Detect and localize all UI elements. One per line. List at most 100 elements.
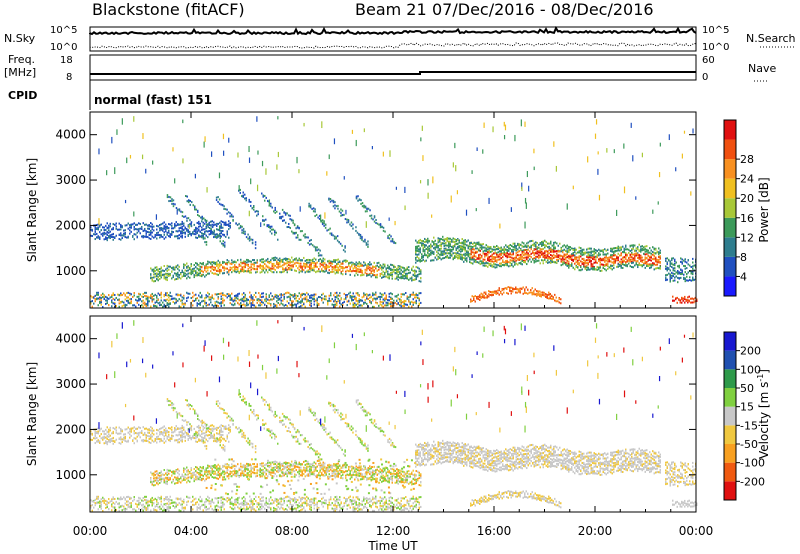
power-cell: [509, 264, 511, 267]
power-cell: [554, 246, 556, 249]
power-cell: [139, 227, 141, 230]
power-cell: [499, 262, 501, 265]
power-cell: [133, 211, 135, 217]
power-cell: [121, 234, 123, 237]
power-cell: [547, 250, 549, 253]
power-cell: [550, 248, 552, 251]
power-cell: [345, 260, 347, 263]
power-cell: [310, 265, 312, 268]
power-cell: [684, 278, 686, 281]
power-cell: [620, 252, 622, 255]
power-cell: [184, 264, 186, 267]
power-cell: [430, 244, 432, 247]
power-cell: [240, 304, 242, 307]
power-cell: [96, 291, 98, 294]
power-cell: [187, 225, 189, 228]
power-cell: [665, 259, 667, 262]
power-cell: [108, 303, 110, 306]
power-cell: [415, 253, 417, 256]
power-cell: [337, 263, 339, 266]
power-cell: [550, 257, 552, 260]
power-cell: [244, 304, 246, 307]
power-cell: [330, 294, 332, 297]
velocity-cell: [156, 498, 158, 501]
velocity-cell: [151, 504, 153, 507]
power-cell: [659, 255, 661, 258]
power-cell: [520, 247, 522, 250]
power-cell: [223, 304, 225, 307]
velocity-cell: [120, 498, 122, 501]
power-cell: [190, 273, 192, 276]
power-cell: [493, 262, 495, 265]
power-cell: [514, 246, 516, 249]
power-cell: [530, 260, 532, 263]
power-cell: [328, 265, 330, 268]
power-cell: [485, 244, 487, 247]
power-cell: [617, 252, 619, 255]
power-cell: [284, 221, 287, 224]
power-cell: [613, 262, 615, 265]
power-cell: [553, 241, 555, 244]
power-cell: [306, 300, 308, 303]
power-cell: [408, 269, 410, 272]
power-cell: [491, 255, 493, 258]
power-cell: [324, 266, 326, 269]
power-cell: [631, 258, 633, 261]
power-cell: [100, 297, 102, 300]
power-cell: [285, 304, 287, 307]
power-cell: [270, 269, 272, 272]
power-cell: [397, 270, 399, 273]
power-cell: [442, 242, 444, 245]
power-cell: [315, 293, 317, 296]
power-cell: [418, 239, 420, 242]
power-cell: [274, 259, 276, 262]
power-cell: [174, 297, 176, 300]
power-cell: [226, 212, 228, 215]
power-cell: [457, 254, 459, 257]
power-cell: [490, 258, 492, 261]
power-cell: [260, 222, 262, 228]
power-cell: [545, 256, 547, 259]
power-cell: [301, 292, 303, 295]
power-cell: [283, 262, 285, 265]
power-cell: [193, 274, 195, 277]
power-cell: [238, 270, 240, 273]
power-cell: [680, 276, 682, 279]
power-cell: [571, 255, 573, 258]
power-cell: [373, 293, 375, 296]
power-cell: [174, 266, 176, 269]
power-cell: [310, 304, 312, 307]
power-cell: [505, 261, 507, 264]
power-cell: [187, 292, 189, 295]
power-cell: [222, 226, 224, 229]
power-cell: [446, 238, 448, 241]
power-cell: [494, 252, 496, 255]
power-cell: [418, 245, 420, 248]
power-cell: [481, 246, 483, 249]
power-cell: [352, 295, 354, 298]
power-cell: [291, 261, 293, 264]
power-cell: [280, 260, 282, 263]
power-cell: [613, 267, 615, 270]
power-cell: [391, 238, 394, 241]
power-cell: [403, 269, 405, 272]
power-cell: [366, 297, 368, 300]
power-cell: [213, 266, 215, 269]
power-cell: [381, 276, 383, 279]
power-cell: [474, 295, 476, 298]
power-cell: [204, 228, 206, 231]
power-cell: [213, 268, 215, 271]
power-cell: [542, 247, 544, 250]
power-cell: [264, 218, 267, 221]
power-cell: [133, 304, 135, 307]
power-cell: [433, 252, 435, 255]
power-cell: [598, 254, 600, 257]
power-cell: [366, 264, 368, 267]
power-cell: [141, 304, 143, 307]
power-cell: [313, 293, 315, 296]
velocity-cell: [139, 502, 141, 505]
power-cell: [587, 251, 589, 254]
power-cell: [461, 247, 463, 250]
power-cell: [367, 274, 369, 277]
power-cell: [485, 247, 487, 250]
